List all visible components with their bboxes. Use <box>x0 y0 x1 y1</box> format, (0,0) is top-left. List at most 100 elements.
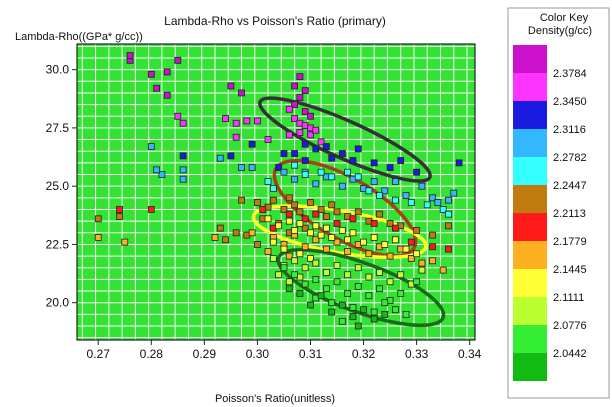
data-point <box>126 52 134 60</box>
legend: Color Key Density(g/cc) 2.3784 2.3450 2.31… <box>507 7 610 399</box>
data-point <box>344 248 352 255</box>
data-point <box>269 255 277 262</box>
x-tick-label: 0.33 <box>405 347 429 361</box>
legend-subtitle: Density(g/cc) <box>528 25 592 37</box>
data-point <box>174 56 182 64</box>
data-point <box>291 257 298 265</box>
data-point <box>391 178 399 185</box>
data-point <box>307 255 314 262</box>
data-point <box>179 166 187 174</box>
data-point <box>365 187 373 195</box>
data-point <box>349 313 357 321</box>
data-point <box>344 236 352 244</box>
legend-swatch <box>513 269 547 297</box>
series-9 <box>269 255 426 288</box>
data-point <box>232 133 240 141</box>
data-point <box>301 243 309 251</box>
series-11 <box>285 285 389 330</box>
data-point <box>312 259 320 267</box>
data-point <box>376 210 383 218</box>
data-point <box>285 278 293 286</box>
data-point <box>222 236 229 244</box>
data-point <box>312 236 320 244</box>
data-point <box>370 315 378 323</box>
data-point <box>163 68 171 76</box>
legend-label: 2.0442 <box>553 348 587 360</box>
data-point <box>338 301 346 309</box>
data-point <box>291 161 298 169</box>
data-point <box>312 126 320 134</box>
data-point <box>291 201 298 209</box>
data-point <box>248 164 256 171</box>
data-point <box>248 140 256 148</box>
data-point <box>116 213 123 220</box>
data-point <box>179 119 187 127</box>
data-point <box>285 105 293 113</box>
data-point <box>285 194 293 202</box>
data-point <box>407 238 415 246</box>
series-8 <box>264 215 421 262</box>
data-point <box>301 224 309 232</box>
legend-swatch <box>513 157 547 185</box>
data-point <box>381 187 389 195</box>
data-point <box>317 206 325 213</box>
data-point <box>344 168 352 176</box>
data-point <box>354 322 362 330</box>
legend-label: 2.3784 <box>553 68 587 80</box>
data-point <box>397 271 405 279</box>
legend-swatch <box>513 73 547 101</box>
data-point <box>296 220 304 227</box>
data-point <box>338 182 346 190</box>
x-axis-label: Poisson's Ratio(unitless) <box>215 393 335 405</box>
data-point <box>121 238 129 246</box>
data-point <box>153 84 161 92</box>
y-tick-label: 25.0 <box>46 179 70 193</box>
data-point <box>238 196 245 204</box>
data-point <box>291 227 298 234</box>
data-point <box>275 271 283 279</box>
data-point <box>391 306 399 314</box>
legend-label: 2.1111 <box>553 292 584 304</box>
data-point <box>291 175 298 183</box>
data-point <box>291 101 298 108</box>
data-point <box>429 243 436 251</box>
data-point <box>381 310 389 318</box>
x-tick-label: 0.28 <box>140 347 164 361</box>
data-point <box>291 150 298 157</box>
series-1 <box>174 105 325 146</box>
cluster-ellipse-magenta-blue <box>258 96 432 183</box>
series-2 <box>179 140 463 176</box>
data-point <box>243 117 251 125</box>
legend-swatch <box>513 101 547 129</box>
data-point <box>259 206 267 213</box>
data-point <box>275 222 283 230</box>
data-point <box>445 210 452 218</box>
data-point <box>333 262 341 269</box>
series-3 <box>147 143 458 206</box>
y-tick-label: 22.5 <box>46 237 70 251</box>
cluster-ellipse-yellow <box>251 204 428 260</box>
data-point <box>445 196 452 204</box>
data-point <box>269 196 277 204</box>
plot-frame <box>76 43 476 341</box>
data-point <box>323 285 330 293</box>
data-point <box>264 136 272 143</box>
series-10 <box>280 264 421 325</box>
data-point <box>312 276 320 283</box>
data-point <box>307 229 314 237</box>
data-point <box>338 317 346 325</box>
legend-swatch <box>513 353 547 381</box>
data-point <box>386 220 394 227</box>
data-point <box>179 152 187 160</box>
data-point <box>439 266 447 274</box>
data-point <box>333 278 341 286</box>
legend-label: 2.2782 <box>553 152 587 164</box>
data-point <box>354 173 362 181</box>
data-point <box>264 178 272 185</box>
data-point <box>418 182 426 190</box>
data-point <box>413 168 421 176</box>
data-point <box>397 289 405 297</box>
data-point <box>216 154 224 162</box>
data-point <box>285 131 293 139</box>
